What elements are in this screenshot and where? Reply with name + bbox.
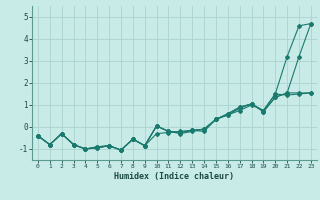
X-axis label: Humidex (Indice chaleur): Humidex (Indice chaleur) (115, 172, 234, 181)
